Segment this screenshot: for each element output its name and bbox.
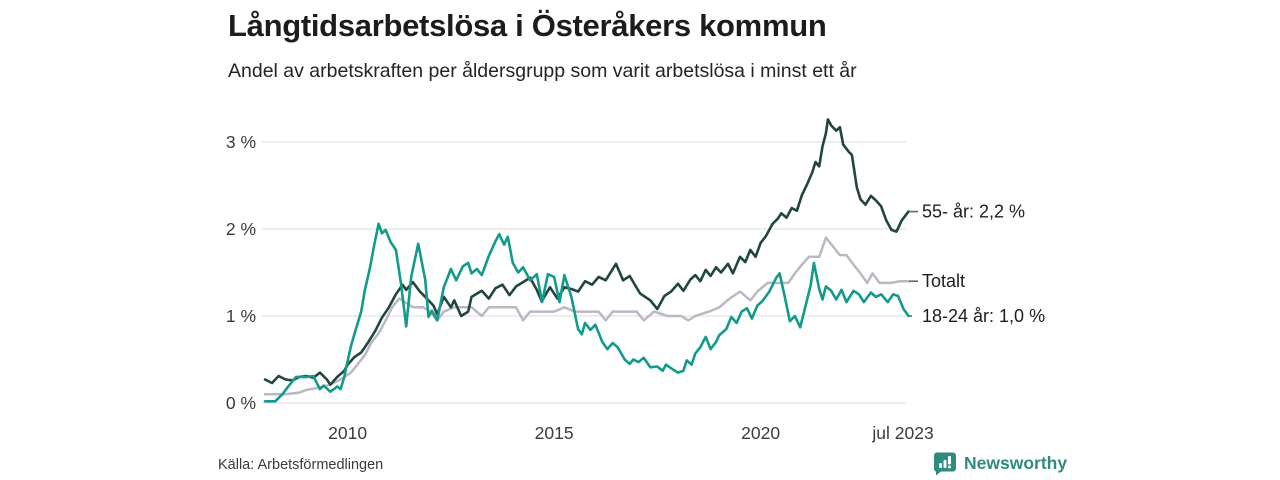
series-line-totalt: [263, 236, 910, 396]
y-tick-label-3pct: 3 %: [226, 132, 256, 152]
x-tick-label-2020: 2020: [741, 423, 780, 443]
end-label-totalt: Totalt: [922, 271, 965, 291]
page-title: Långtidsarbetslösa i Österåkers kommun: [228, 8, 827, 43]
page-subtitle: Andel av arbetskraften per åldersgrupp s…: [228, 60, 857, 82]
newsworthy-bar-chart-bubble-icon: [934, 452, 956, 476]
y-tick-label-2pct: 2 %: [226, 219, 256, 239]
newsworthy-logo[interactable]: Newsworthy: [933, 451, 1067, 476]
x-tick-label-2015: 2015: [535, 423, 574, 443]
y-tick-label-1pct: 1 %: [226, 306, 256, 326]
source-note: Källa: Arbetsförmedlingen: [218, 457, 384, 473]
series-line-55-r: [263, 118, 910, 387]
x-tick-label-2010: 2010: [328, 423, 367, 443]
end-label-18-24-r: 18-24 år: 1,0 %: [922, 306, 1045, 326]
x-tick-label-jul-2023: jul 2023: [871, 423, 933, 443]
series-line-18-24-r: [263, 222, 910, 403]
end-label-55-r: 55- år: 2,2 %: [922, 202, 1025, 222]
brand-name: Newsworthy: [964, 453, 1068, 473]
y-tick-label-0pct: 0 %: [226, 393, 256, 413]
